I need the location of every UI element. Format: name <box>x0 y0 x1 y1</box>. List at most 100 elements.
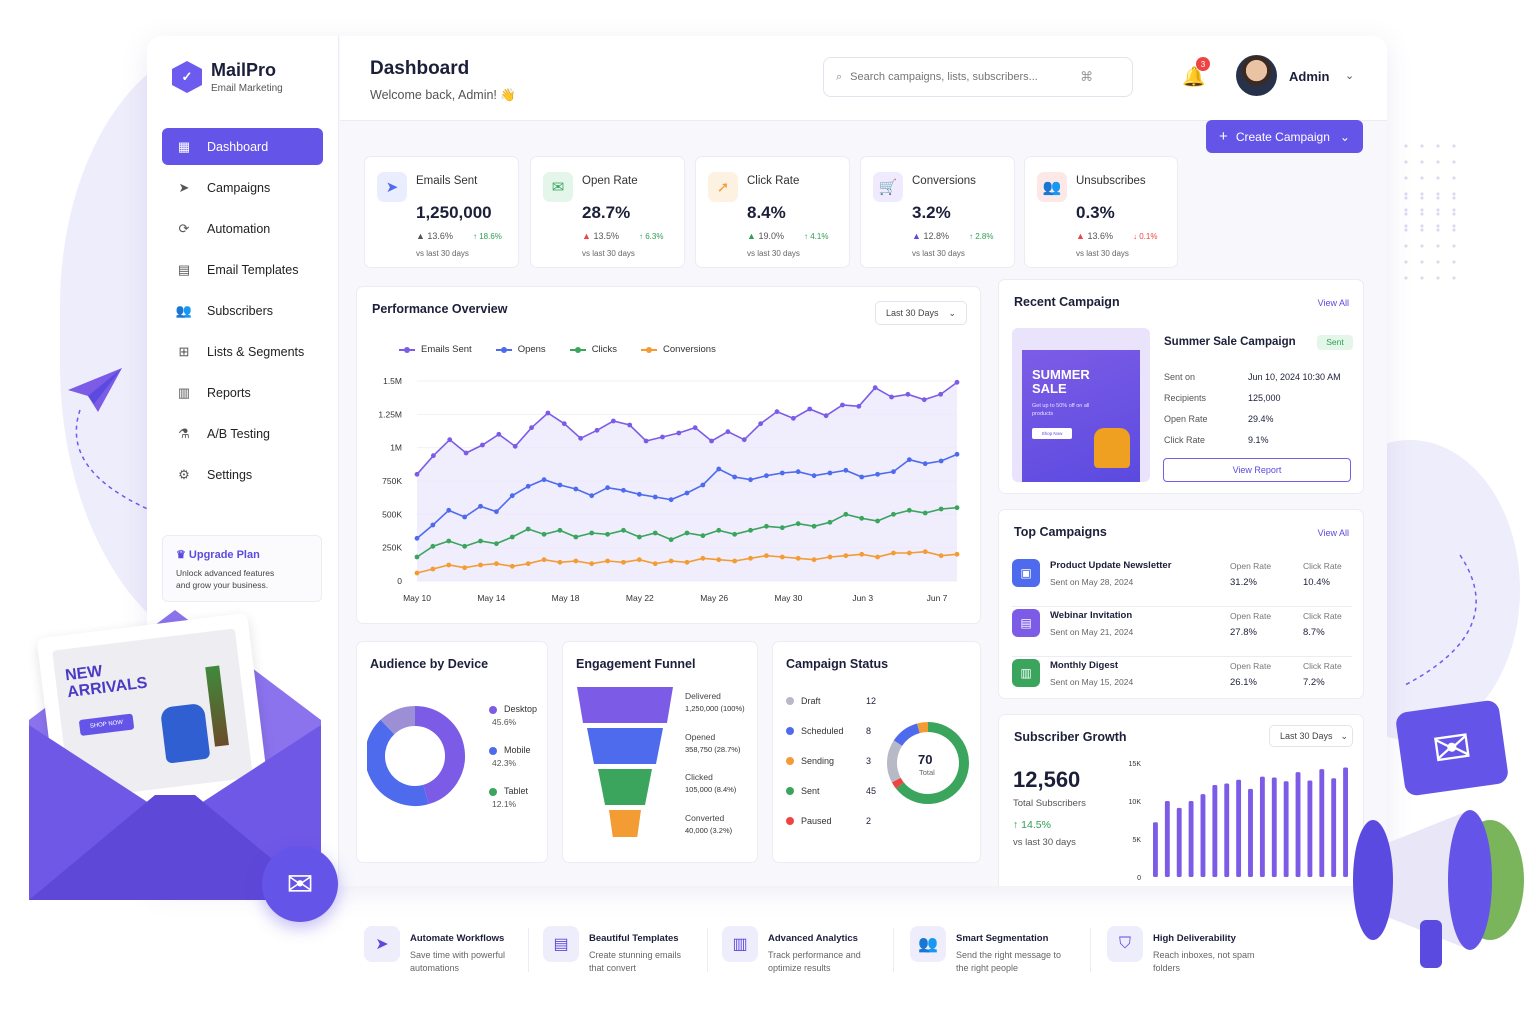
data-point <box>512 443 518 449</box>
list-item[interactable]: ▣ Product Update Newsletter Sent on May … <box>1012 556 1352 602</box>
sidebar-item-campaigns[interactable]: ➤ Campaigns <box>162 169 323 206</box>
upgrade-plan-card[interactable]: ♛ Upgrade Plan Unlock advanced features … <box>162 535 322 602</box>
data-point <box>494 509 499 515</box>
funnel-label: Clicked <box>685 772 713 782</box>
data-point <box>840 402 845 408</box>
data-point <box>891 550 896 556</box>
top-campaigns-card: Top Campaigns View All ▣ Product Update … <box>998 509 1364 699</box>
range-dropdown[interactable]: Last 30 Days ⌄ <box>1269 725 1353 747</box>
subscriber-growth-card: Subscriber Growth Last 30 Days ⌄ 12,560 T… <box>998 714 1364 886</box>
data-point <box>430 453 436 459</box>
y-tick-label: 10K <box>1129 799 1141 806</box>
cursor-icon: ➚ <box>708 172 738 202</box>
view-all-link[interactable]: View All <box>1317 528 1349 538</box>
bell-icon[interactable]: 🔔 <box>1182 67 1206 88</box>
data-point <box>478 562 483 568</box>
stat-card-conversions[interactable]: 🛒 Conversions 3.2% ▲ 12.8% ↑ 2.8% vs las… <box>860 156 1015 268</box>
data-point <box>573 534 579 540</box>
data-point <box>906 457 912 463</box>
stat-value: 28.7% <box>582 203 631 222</box>
list-item[interactable]: ▤ Webinar Invitation Sent on May 21, 202… <box>1012 606 1352 652</box>
performance-overview-card: Performance Overview Last 30 Days ⌄ Email… <box>356 286 981 624</box>
logo[interactable]: ✓ MailPro Email Marketing <box>172 60 283 94</box>
data-point <box>954 505 960 511</box>
data-point <box>430 543 436 549</box>
data-point <box>557 527 563 533</box>
legend-item[interactable]: Conversions <box>641 344 716 355</box>
data-point <box>922 461 928 467</box>
campaign-thumbnail[interactable]: SUMMER SALE Get up to 50% off on all pro… <box>1012 328 1150 482</box>
status-item: Paused <box>786 816 876 826</box>
data-point <box>541 477 547 483</box>
stat-card-open-rate[interactable]: ✉ Open Rate 28.7% ▲ 13.5% ↑ 6.3% vs last… <box>530 156 685 268</box>
legend-value: 42.3% <box>492 758 517 768</box>
data-point <box>875 471 880 477</box>
stat-value: 1,250,000 <box>416 203 492 222</box>
donut-slice <box>414 706 465 805</box>
data-point <box>529 425 534 431</box>
data-point <box>610 418 616 424</box>
search-input[interactable] <box>850 71 1081 83</box>
stat-label: Conversions <box>912 175 976 187</box>
data-point <box>954 379 960 385</box>
data-point <box>494 561 499 567</box>
view-all-link[interactable]: View All <box>1317 298 1349 308</box>
y-tick-label: 250K <box>382 543 402 553</box>
create-campaign-button[interactable]: + Create Campaign ⌄ <box>1206 120 1363 153</box>
data-point <box>725 429 731 435</box>
avatar[interactable] <box>1236 55 1277 96</box>
campaign-name: Webinar Invitation <box>1050 610 1133 621</box>
sidebar-item-automation[interactable]: ⟳ Automation <box>162 210 323 247</box>
status-count: 12 <box>866 696 877 706</box>
sidebar-item-reports[interactable]: ▥ Reports <box>162 374 323 411</box>
data-point <box>889 394 894 400</box>
stat-vs: vs last 30 days <box>416 249 469 258</box>
status-count: 45 <box>866 786 877 796</box>
user-name[interactable]: Admin <box>1289 69 1330 84</box>
sidebar-item-settings[interactable]: ⚙ Settings <box>162 456 323 493</box>
data-point <box>605 485 610 491</box>
bar <box>1295 772 1301 877</box>
stat-value: 8.4% <box>747 203 786 222</box>
users-icon: 👥 <box>175 302 193 318</box>
data-point <box>859 515 865 521</box>
search-box[interactable]: ⌕ ⌘ <box>823 57 1133 97</box>
data-point <box>525 526 531 532</box>
bar <box>1236 779 1242 877</box>
chevron-down-icon: ⌄ <box>1339 129 1350 144</box>
x-tick-label: May 10 <box>403 593 431 603</box>
stat-card-emails-sent[interactable]: ➤ Emails Sent 1,250,000 ▲ 13.6% ↑ 18.6% … <box>364 156 519 268</box>
view-report-button[interactable]: View Report <box>1163 458 1351 482</box>
data-point <box>447 437 453 443</box>
legend-item[interactable]: Opens <box>495 344 546 355</box>
analytics-icon: ▥ <box>722 926 758 962</box>
range-dropdown[interactable]: Last 30 Days ⌄ <box>875 301 967 325</box>
bar <box>1200 794 1206 877</box>
list-item[interactable]: ▥ Monthly Digest Sent on May 15, 2024 Op… <box>1012 656 1352 702</box>
divider <box>1090 928 1091 972</box>
stat-label: Emails Sent <box>416 175 478 187</box>
status-total-label: Total <box>919 768 935 777</box>
status-count: 3 <box>866 756 872 766</box>
legend-item[interactable]: Clicks <box>569 344 617 355</box>
stat-card-unsubscribes[interactable]: 👥 Unsubscribes 0.3% ▲ 13.6% ↓ 0.1% vs la… <box>1024 156 1178 268</box>
data-point <box>578 435 584 441</box>
data-point <box>716 527 722 533</box>
data-point <box>938 458 944 464</box>
data-point <box>589 530 595 536</box>
sidebar-item-ab-testing[interactable]: ⚗ A/B Testing <box>162 415 323 452</box>
sidebar-item-subscribers[interactable]: 👥 Subscribers <box>162 292 323 329</box>
donut-slice <box>367 719 429 806</box>
sidebar-item-dashboard[interactable]: ▦ Dashboard <box>162 128 323 165</box>
status-item: Draft <box>786 696 876 706</box>
stat-card-click-rate[interactable]: ➚ Click Rate 8.4% ▲ 19.0% ↑ 4.1% vs last… <box>695 156 850 268</box>
welcome-text: Welcome back, Admin! 👋 <box>370 88 516 102</box>
sidebar-item-lists-segments[interactable]: ⊞ Lists & Segments <box>162 333 323 370</box>
sidebar-item-email-templates[interactable]: ▤ Email Templates <box>162 251 323 288</box>
funnel-label: Converted <box>685 813 725 823</box>
data-point <box>684 559 690 565</box>
chevron-down-icon[interactable]: ⌄ <box>1345 70 1355 82</box>
stat-vs: vs last 30 days <box>912 249 965 258</box>
legend-item[interactable]: Emails Sent <box>399 344 472 355</box>
open-rate-value: 27.8% <box>1230 627 1257 638</box>
